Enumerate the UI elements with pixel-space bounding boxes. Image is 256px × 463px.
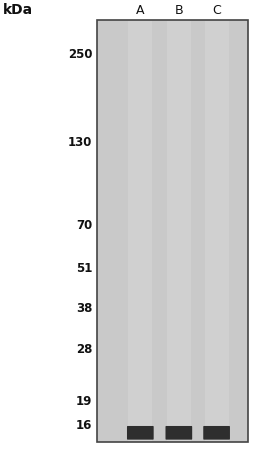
Text: C: C [212,4,221,17]
Bar [97,21,248,442]
Text: 250: 250 [68,48,92,61]
FancyBboxPatch shape [127,426,154,440]
Text: B: B [175,4,183,17]
Text: kDa: kDa [3,3,33,17]
Bar [167,22,191,441]
Bar [205,22,229,441]
Text: 130: 130 [68,136,92,149]
Bar [128,22,152,441]
FancyBboxPatch shape [165,426,192,440]
Text: 38: 38 [76,301,92,314]
Text: 51: 51 [76,262,92,275]
Text: 16: 16 [76,418,92,431]
Text: 70: 70 [76,219,92,232]
Text: 28: 28 [76,342,92,355]
Text: 19: 19 [76,394,92,407]
FancyBboxPatch shape [203,426,230,440]
Text: A: A [136,4,145,17]
